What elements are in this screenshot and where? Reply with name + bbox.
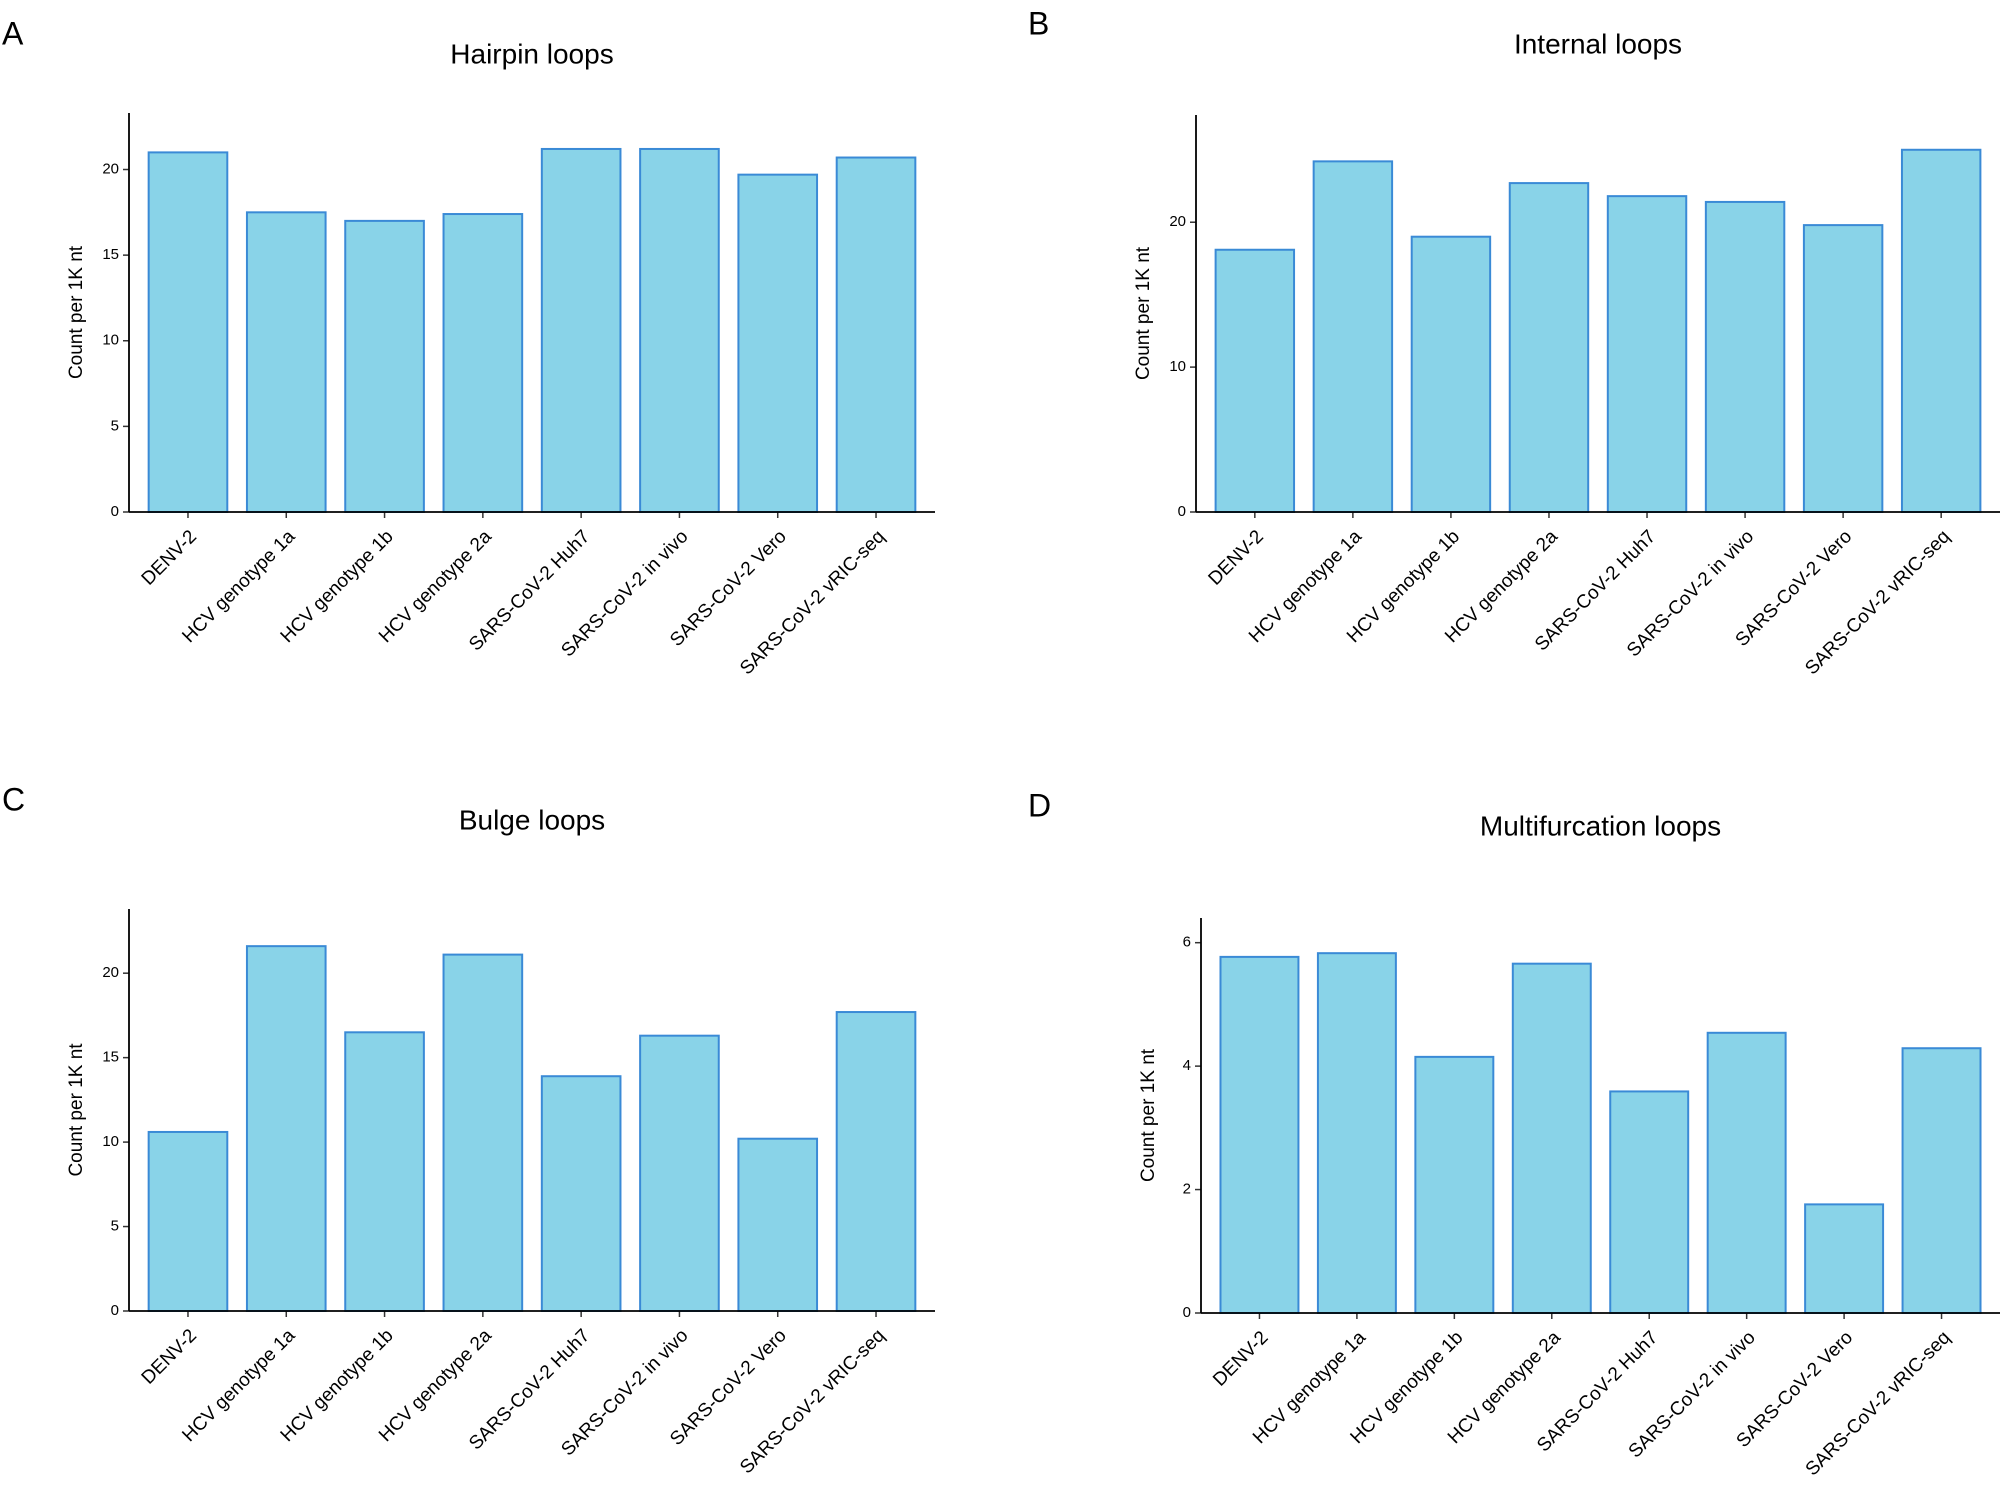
panel-letter: A [2,15,24,51]
y-tick-label: 0 [111,503,119,520]
bar [737,1137,819,1312]
panel-letter: B [1028,5,1049,41]
bar [540,1075,622,1313]
bar [1804,1203,1885,1314]
bar [1706,1031,1787,1314]
y-tick-label: 5 [111,1218,119,1235]
bar [639,1034,720,1312]
y-tick-label: 20 [102,160,119,177]
x-tick-label: DENV-2 [1209,1327,1272,1390]
bar [147,151,229,513]
bar [442,953,524,1312]
bar [1901,1047,1982,1314]
y-tick-label: 0 [111,1302,119,1319]
y-tick-label: 20 [102,964,119,981]
y-tick-label: 15 [102,246,119,263]
bar [344,219,425,513]
x-tick-label: DENV-2 [138,526,201,589]
y-tick-label: 20 [1169,213,1186,230]
bar [737,173,819,513]
chart-title: Multifurcation loops [1480,810,1721,841]
y-tick-label: 4 [1183,1057,1191,1074]
bar [1219,955,1300,1314]
y-tick-label: 6 [1183,934,1191,951]
y-tick-label: 15 [102,1049,119,1066]
y-axis-label: Count per 1K nt [1133,246,1154,380]
bar [1704,200,1786,514]
x-tick-label: DENV-2 [138,1325,201,1388]
y-tick-label: 10 [1169,358,1186,375]
bar [245,211,327,513]
bar [245,945,327,1312]
panel-letter: C [2,781,25,817]
bar [344,1031,425,1312]
bar [835,156,917,514]
y-tick-label: 5 [111,417,119,434]
bar [1606,195,1688,514]
chart-title: Internal loops [1514,28,1682,59]
bar [1214,248,1296,513]
bar [1414,1055,1495,1314]
y-tick-label: 0 [1183,1304,1191,1321]
bar [1609,1090,1690,1314]
bar [1410,235,1492,513]
bar [1802,224,1884,513]
bar [1316,952,1397,1314]
bar [1511,962,1592,1314]
bar [442,213,524,513]
bar [1312,160,1394,513]
bar [1900,148,1982,514]
bar [540,147,622,514]
bar [835,1011,917,1313]
y-axis-label: Count per 1K nt [66,245,87,379]
y-tick-label: 10 [102,332,119,349]
y-tick-label: 0 [1178,503,1186,520]
y-axis-label: Count per 1K nt [1138,1048,1159,1182]
bar [1508,182,1590,513]
chart-title: Hairpin loops [450,38,613,69]
y-axis-label: Count per 1K nt [66,1043,87,1177]
panel-letter: D [1028,787,1051,823]
bar [147,1130,229,1313]
x-tick-label: DENV-2 [1205,526,1268,589]
bar [639,147,720,514]
chart-title: Bulge loops [459,804,605,835]
y-tick-label: 2 [1183,1181,1191,1198]
y-tick-label: 10 [102,1133,119,1150]
